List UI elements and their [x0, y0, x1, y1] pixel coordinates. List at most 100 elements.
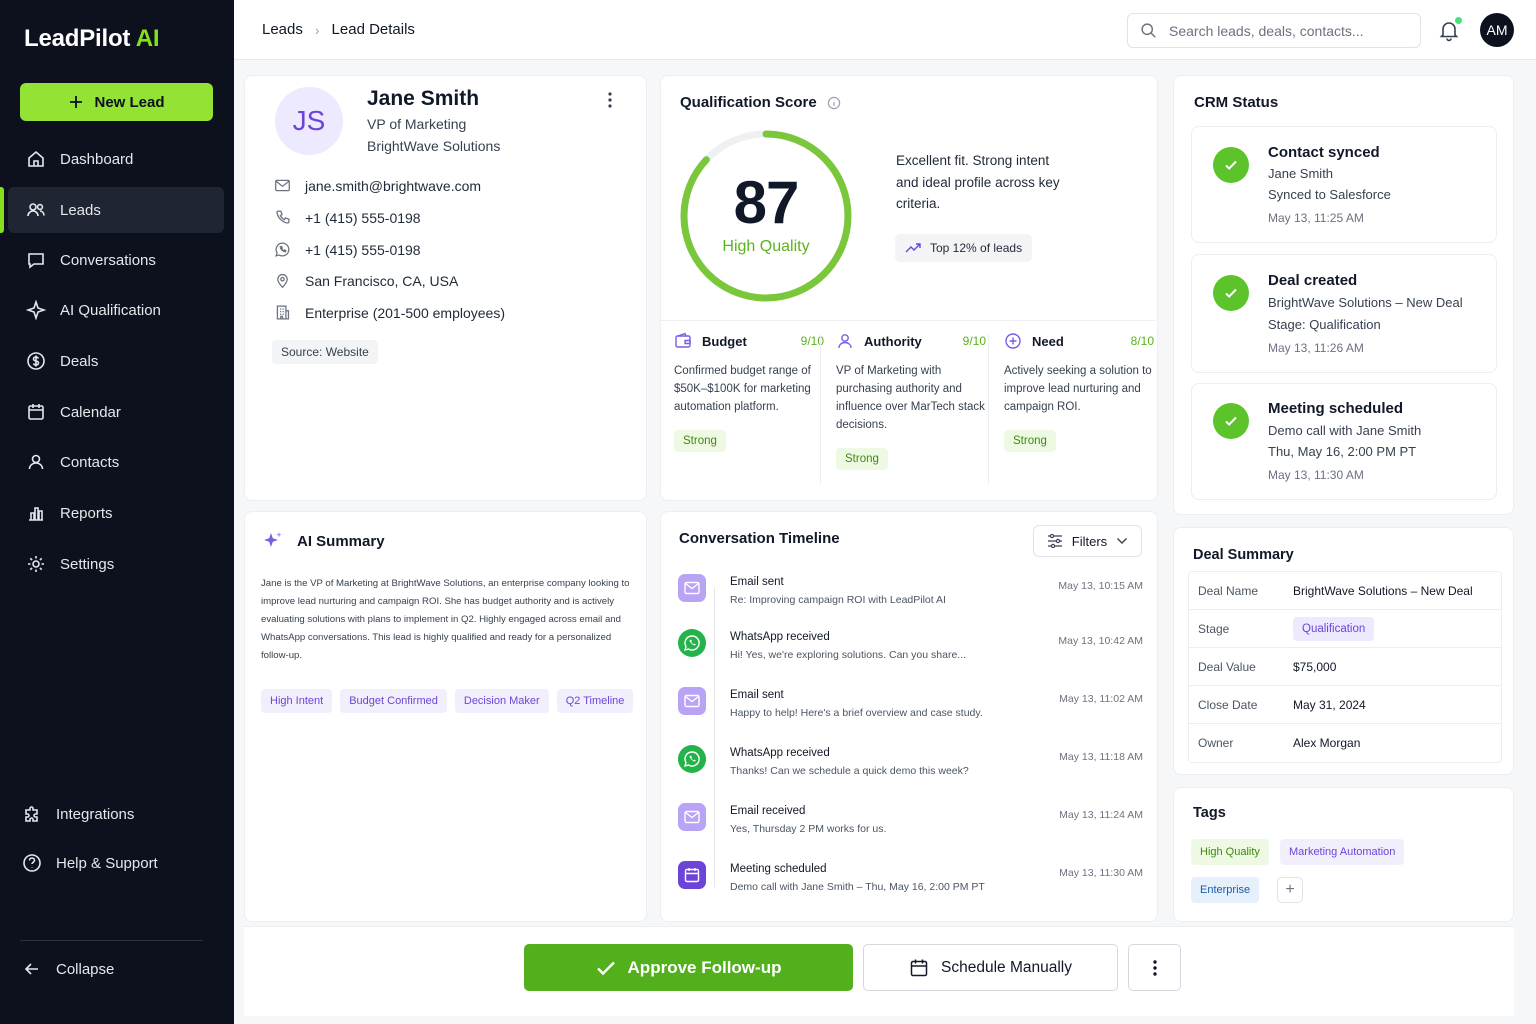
- crm-status-card: CRM Status Contact synced Jane Smith Syn…: [1173, 75, 1514, 515]
- sidebar-item-dashboard[interactable]: Dashboard: [8, 136, 224, 182]
- users-icon: [27, 203, 45, 217]
- chevron-down-icon: [1117, 538, 1128, 544]
- more-vertical-icon[interactable]: [600, 90, 620, 110]
- sidebar-item-calendar[interactable]: Calendar: [8, 389, 224, 435]
- dollar-icon: [27, 352, 45, 370]
- sidebar-item-ai-qualification[interactable]: AI Qualification: [8, 287, 224, 333]
- breadcrumb: Leads › Lead Details: [262, 21, 415, 38]
- phone-icon: [276, 210, 290, 224]
- contact-phone[interactable]: +1 (415) 555-0198: [274, 209, 421, 226]
- timeline-item[interactable]: WhatsApp received Hi! Yes, we're explori…: [678, 629, 1143, 669]
- chevron-right-icon: ›: [314, 21, 320, 38]
- calendar-icon: [28, 404, 44, 420]
- table-row: Owner Alex Morgan: [1198, 736, 1361, 750]
- breadcrumb-leads[interactable]: Leads: [262, 21, 303, 38]
- score-progress-arc: [680, 130, 852, 302]
- timeline-line: [714, 587, 715, 887]
- lead-avatar: JS: [275, 87, 343, 155]
- gear-icon: [28, 556, 44, 572]
- info-icon[interactable]: [827, 96, 841, 110]
- timeline-card: Conversation Timeline Filters Email sent…: [660, 511, 1158, 922]
- divider: [820, 334, 821, 484]
- sidebar-item-settings[interactable]: Settings: [8, 541, 224, 587]
- brand-logo[interactable]: LeadPilot AI: [24, 25, 160, 52]
- tag-chip[interactable]: Budget Confirmed: [340, 689, 447, 713]
- sidebar-item-deals[interactable]: Deals: [8, 338, 224, 384]
- crm-status-title: CRM Status: [1194, 94, 1279, 111]
- sidebar-item-leads[interactable]: Leads: [0, 187, 224, 233]
- sidebar-item-contacts[interactable]: Contacts: [8, 439, 224, 485]
- tag-chip[interactable]: Marketing Automation: [1280, 839, 1405, 865]
- approve-follow-up-button[interactable]: Approve Follow-up: [524, 944, 853, 991]
- lead-title: VP of Marketing: [367, 116, 467, 132]
- divider: [661, 320, 1156, 321]
- tag-chip[interactable]: High Quality: [1191, 839, 1269, 865]
- crm-item-contact-synced: Contact synced Jane Smith Synced to Sale…: [1191, 126, 1497, 243]
- table-row: Stage Qualification: [1189, 610, 1501, 648]
- search-box[interactable]: [1127, 13, 1421, 48]
- timeline-item[interactable]: Email received Yes, Thursday 2 PM works …: [678, 803, 1143, 843]
- collapse-button[interactable]: Collapse: [4, 946, 220, 992]
- sidebar-item-reports[interactable]: Reports: [8, 490, 224, 536]
- whatsapp-icon: [678, 629, 706, 657]
- score-value: 87: [733, 169, 800, 236]
- contact-email[interactable]: jane.smith@brightwave.com: [274, 177, 481, 194]
- timeline-item[interactable]: Meeting scheduled Demo call with Jane Sm…: [678, 861, 1143, 901]
- tags-title: Tags: [1193, 805, 1226, 821]
- timeline-item[interactable]: WhatsApp received Thanks! Can we schedul…: [678, 745, 1143, 785]
- sliders-icon: [1047, 534, 1062, 548]
- sidebar-item-conversations[interactable]: Conversations: [8, 237, 224, 283]
- filters-button[interactable]: Filters: [1033, 525, 1142, 557]
- strength-badge: Strong: [674, 430, 726, 452]
- user-avatar[interactable]: AM: [1480, 13, 1514, 47]
- topbar: Leads › Lead Details AM: [234, 0, 1536, 60]
- tag-chip[interactable]: Decision Maker: [454, 689, 549, 713]
- tag-chip[interactable]: Enterprise: [1191, 877, 1260, 903]
- target-icon: [1005, 333, 1021, 349]
- building-icon: [276, 305, 290, 320]
- timeline-item[interactable]: Email sent Happy to help! Here's a brief…: [678, 687, 1143, 727]
- tag-chip[interactable]: High Intent: [261, 689, 333, 713]
- check-icon: [596, 961, 615, 975]
- tag-chip[interactable]: Q2 Timeline: [556, 689, 634, 713]
- help-icon: [23, 854, 41, 872]
- chart-icon: [29, 507, 43, 521]
- deal-summary-table: Deal Name BrightWave Solutions – New Deal…: [1188, 571, 1502, 763]
- map-pin-icon: [277, 273, 288, 289]
- calendar-icon: [910, 959, 928, 976]
- sidebar-divider: [20, 940, 203, 941]
- plus-icon: [70, 96, 83, 108]
- score-label: High Quality: [722, 238, 810, 255]
- check-icon: [1213, 147, 1249, 183]
- timeline-item[interactable]: Email sent Re: Improving campaign ROI wi…: [678, 574, 1143, 614]
- add-tag-button[interactable]: +: [1277, 877, 1303, 903]
- search-icon: [1141, 23, 1156, 38]
- lead-company: BrightWave Solutions: [367, 138, 501, 154]
- check-icon: [1213, 403, 1249, 439]
- strength-badge: Strong: [1004, 430, 1056, 452]
- check-icon: [1213, 275, 1249, 311]
- more-actions-button[interactable]: [1128, 944, 1181, 991]
- score-description: Excellent fit. Strong intent and ideal p…: [896, 153, 1060, 211]
- qualification-card: Qualification Score 87 High Quality Exce…: [660, 75, 1158, 501]
- lead-name: Jane Smith: [367, 87, 480, 110]
- criterion-need: Need 8/10 Actively seeking a solution to…: [1004, 332, 1154, 452]
- table-row: Deal Name BrightWave Solutions – New Deal: [1189, 572, 1501, 610]
- timeline-title: Conversation Timeline: [679, 530, 840, 547]
- criterion-authority: Authority 9/10 VP of Marketing with purc…: [836, 332, 986, 470]
- sidebar-item-integrations[interactable]: Integrations: [4, 791, 220, 837]
- whatsapp-icon: [678, 745, 706, 773]
- search-input[interactable]: [1169, 22, 1399, 39]
- new-lead-button[interactable]: New Lead: [20, 83, 213, 121]
- bell-icon[interactable]: [1437, 18, 1461, 42]
- chat-icon: [28, 253, 44, 269]
- schedule-manually-button[interactable]: Schedule Manually: [863, 944, 1118, 991]
- sidebar-item-help[interactable]: Help & Support: [4, 840, 220, 886]
- user-icon: [838, 334, 852, 349]
- qualification-title: Qualification Score: [680, 94, 841, 111]
- breadcrumb-lead-details: Lead Details: [331, 21, 415, 38]
- crm-item-meeting-scheduled: Meeting scheduled Demo call with Jane Sm…: [1191, 383, 1497, 500]
- ai-summary-text: Jane is the VP of Marketing at BrightWav…: [261, 578, 630, 662]
- contact-whatsapp[interactable]: +1 (415) 555-0198: [274, 241, 421, 258]
- crm-item-deal-created: Deal created BrightWave Solutions – New …: [1191, 254, 1497, 373]
